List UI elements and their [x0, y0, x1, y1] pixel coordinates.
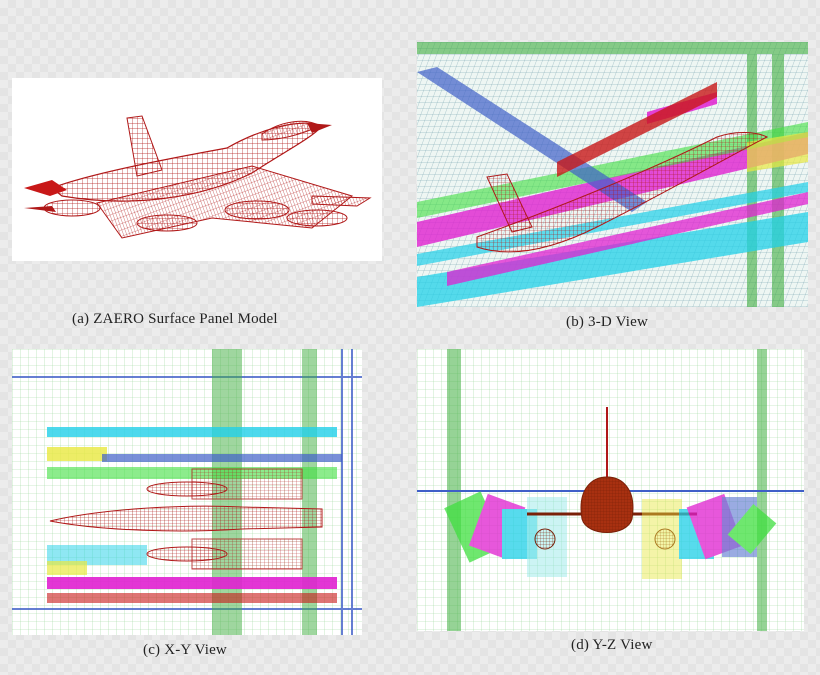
caption-panel-d: (d) Y-Z View: [571, 637, 653, 653]
aircraft-3d-tail: [486, 173, 533, 233]
wing-tip-missile: [311, 195, 372, 207]
fuselage-mesh: [581, 477, 633, 533]
cyan-band-top: [47, 427, 337, 437]
magenta-lower: [447, 192, 808, 286]
right-store-cluster: [642, 493, 777, 579]
yellow-bar: [747, 132, 808, 172]
caption-panel-a: (a) ZAERO Surface Panel Model: [72, 311, 278, 327]
xy-view-drawing: [12, 349, 362, 635]
aircraft-3d: [476, 132, 769, 253]
panel-b-3d-view: [417, 42, 808, 307]
caption-panel-c: (c) X-Y View: [143, 642, 227, 658]
yz-view-drawing: [417, 349, 804, 631]
panel-a-surface-panel-model: [12, 78, 382, 261]
yellow-band-bottom: [47, 561, 87, 575]
blue-diagonal: [417, 67, 647, 212]
tail-tip: [24, 180, 67, 196]
nose: [307, 123, 332, 133]
magenta-band: [47, 577, 337, 589]
wing-lower: [191, 538, 303, 570]
panel-d-yz-view: [417, 349, 804, 631]
aircraft-panel-model-drawing: [24, 115, 372, 239]
wing-upper: [191, 468, 303, 500]
cyan-bar: [417, 212, 808, 307]
aircraft-plan: [49, 505, 323, 532]
3d-view-drawing: [417, 42, 808, 307]
red-band: [47, 593, 337, 603]
red-bar: [557, 82, 717, 177]
cyan-band-bottom: [47, 545, 147, 565]
pylon-missile: [24, 206, 56, 212]
panel-c-xy-view: [12, 349, 362, 635]
wing-stores: [43, 199, 348, 232]
caption-panel-b: (b) 3-D View: [566, 314, 649, 330]
blue-band: [102, 454, 342, 462]
yellow-band: [47, 447, 107, 461]
left-tank: [534, 528, 556, 550]
right-tank: [654, 528, 676, 550]
